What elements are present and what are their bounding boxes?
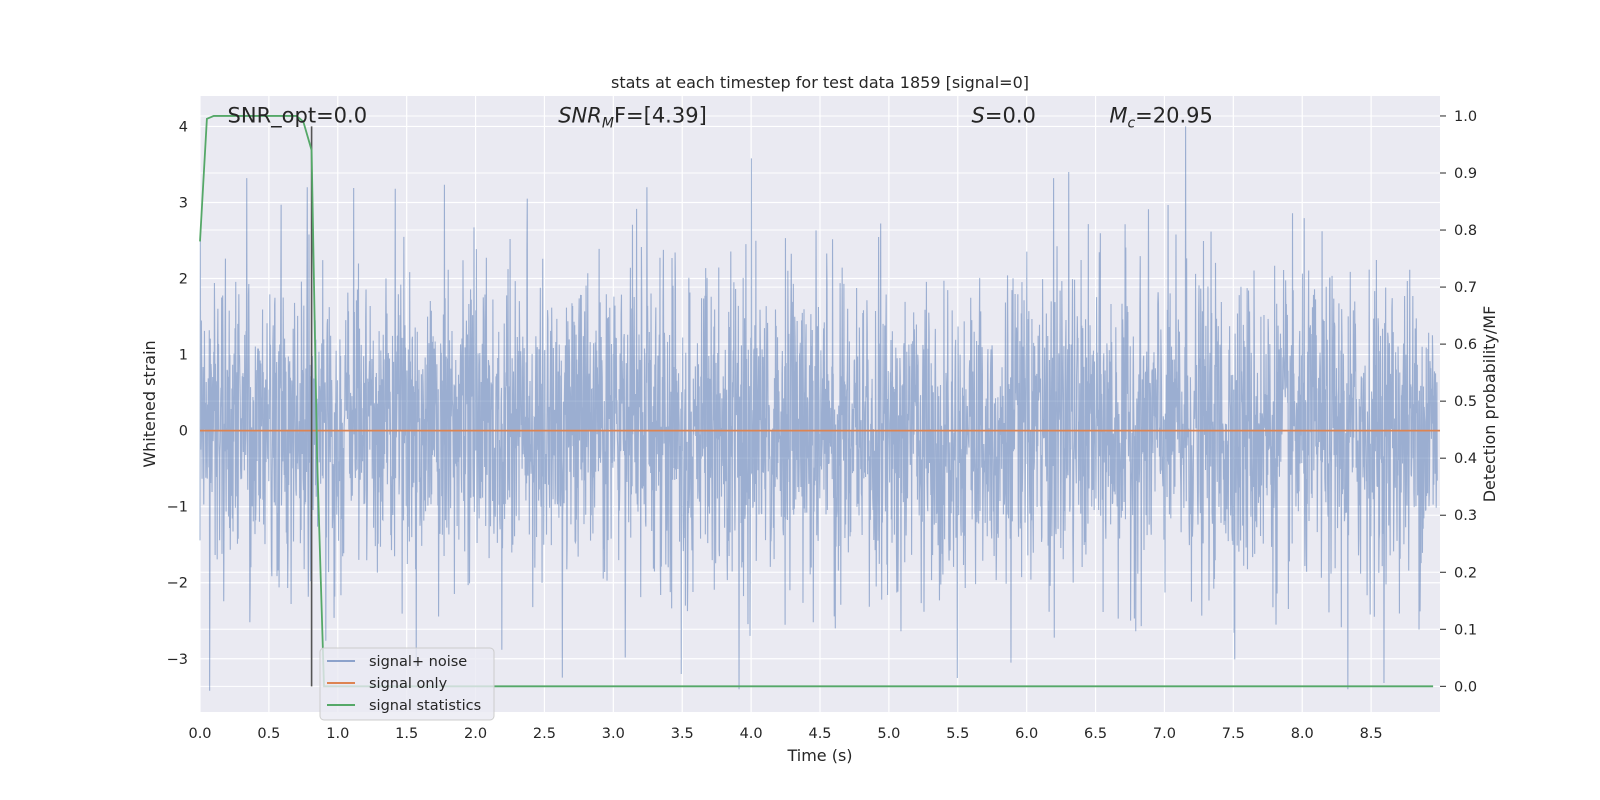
x-tick-label: 0.5	[257, 726, 280, 742]
x-tick-label: 7.0	[1153, 726, 1176, 742]
y-right-tick-label: 0.4	[1454, 451, 1477, 467]
y-right-tick-label: 0.7	[1454, 280, 1477, 296]
series-layer	[199, 115, 1440, 691]
x-tick-label: 5.0	[877, 726, 900, 742]
y-tick-label: 3	[179, 195, 188, 211]
y-right-tick-label: 0.0	[1454, 679, 1477, 695]
y-right-tick-label: 0.3	[1454, 508, 1477, 524]
legend-label-signal: signal only	[369, 676, 448, 692]
annotations: SNR_opt=0.0 SNRMF=[4.39] S=0.0 Mc=20.95	[228, 104, 1213, 132]
x-tick-label: 1.0	[326, 726, 349, 742]
legend-label-noise: signal+ noise	[369, 654, 467, 670]
y-tick-label: 2	[179, 272, 188, 288]
y-right-tick-label: 0.5	[1454, 394, 1477, 410]
x-tick-label: 5.5	[946, 726, 969, 742]
y-tick-label: 4	[179, 119, 188, 135]
x-tick-label: 4.0	[740, 726, 763, 742]
y-right-tick-label: 0.1	[1454, 622, 1477, 638]
tick-labels: 0.0 0.5 1.0 1.5 2.0 2.5 3.0 3.5 4.0 4.5 5.0 5.5 6.0 6…	[167, 109, 1477, 742]
x-tick-label: 2.0	[464, 726, 487, 742]
legend-label-statistics: signal statistics	[369, 698, 481, 714]
x-tick-label: 3.0	[602, 726, 625, 742]
annotation-2: S=0.0	[972, 104, 1036, 128]
x-tick-label: 0.0	[188, 726, 211, 742]
x-tick-label: 1.5	[395, 726, 418, 742]
y-tick-label: −3	[167, 652, 188, 668]
y-axis-label: Whitened strain	[140, 340, 159, 467]
annotation-0: SNR_opt=0.0	[228, 104, 368, 129]
series-signal-statistics	[199, 115, 1434, 688]
y-tick-label: −2	[167, 576, 188, 592]
legend: signal+ noise signal only signal statist…	[319, 647, 495, 721]
series-signal-noise	[199, 126, 1438, 691]
y-right-tick-label: 0.9	[1454, 166, 1477, 182]
y-tick-label: 0	[179, 424, 188, 440]
x-tick-label: 3.5	[671, 726, 694, 742]
y-right-tick-label: 0.2	[1454, 565, 1477, 581]
y-tick-label: 1	[179, 348, 188, 364]
y-tick-label: −1	[167, 500, 188, 516]
y-axis-right-label: Detection probability/MF	[1480, 306, 1499, 503]
x-axis-label: Time (s)	[786, 746, 852, 765]
y-right-tick-label: 1.0	[1454, 109, 1477, 125]
x-tick-label: 6.0	[1015, 726, 1038, 742]
x-tick-label: 2.5	[533, 726, 556, 742]
x-tick-label: 7.5	[1222, 726, 1245, 742]
annotation-3: Mc=20.95	[1109, 104, 1213, 132]
x-tick-label: 6.5	[1084, 726, 1107, 742]
annotation-1: SNRMF=[4.39]	[558, 104, 707, 132]
y-right-tick-label: 0.8	[1454, 223, 1477, 239]
x-tick-label: 4.5	[808, 726, 831, 742]
x-tick-label: 8.5	[1360, 726, 1383, 742]
y-right-tick-label: 0.6	[1454, 337, 1477, 353]
chart-title: stats at each timestep for test data 185…	[611, 73, 1029, 92]
x-tick-label: 8.0	[1291, 726, 1314, 742]
legend-box	[319, 647, 495, 721]
